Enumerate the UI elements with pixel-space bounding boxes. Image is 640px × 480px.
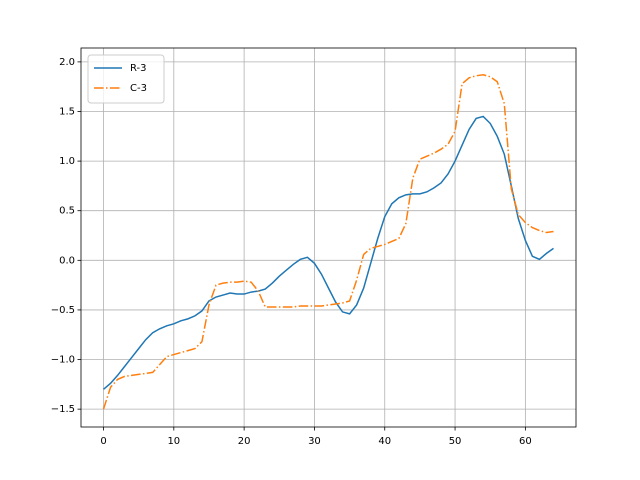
x-tick-label: 0 <box>100 436 106 447</box>
y-tick-label: 1.5 <box>59 106 75 117</box>
line <box>102 74 554 410</box>
x-tick-label: 50 <box>449 436 462 447</box>
x-tick-label: 10 <box>167 436 180 447</box>
y-tick-label: −1.5 <box>51 404 75 415</box>
y-tick-label: −0.5 <box>51 305 75 316</box>
y-tick-label: 0.5 <box>59 206 75 217</box>
line <box>103 115 554 390</box>
y-tick-label: 2.0 <box>59 57 75 68</box>
legend-label: R-3 <box>130 63 147 74</box>
x-tick-label: 60 <box>519 436 532 447</box>
legend: R-3 C-3 <box>87 54 165 104</box>
y-tick-label: 0.0 <box>59 255 75 266</box>
legend-label: C-3 <box>130 83 147 94</box>
y-tick-label: 1.0 <box>59 156 75 167</box>
x-tick-label: 40 <box>378 436 391 447</box>
plot-frame <box>80 47 577 428</box>
x-tick-label: 30 <box>308 436 321 447</box>
legend-box <box>87 54 165 104</box>
x-tick-label: 20 <box>238 436 251 447</box>
y-tick-label: −1.0 <box>51 355 75 366</box>
